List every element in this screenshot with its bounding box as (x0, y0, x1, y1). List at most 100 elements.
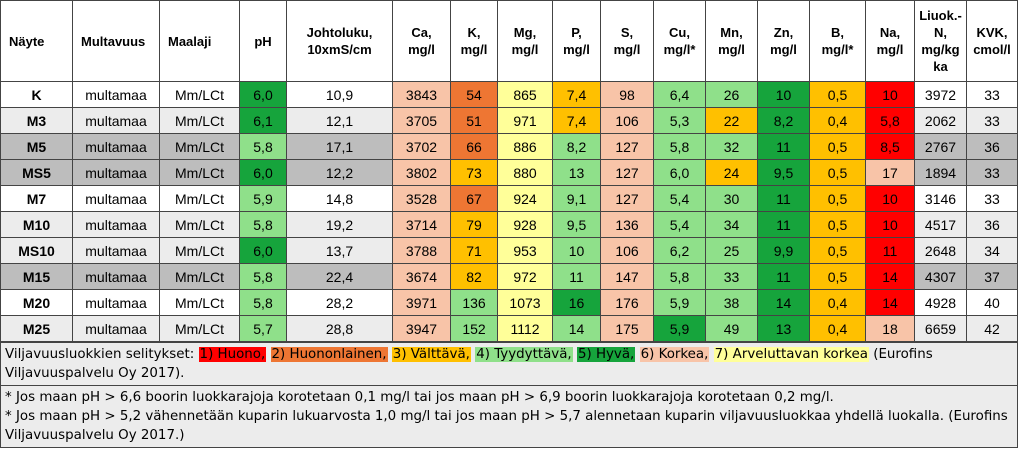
table-row: MS5 multamaa Mm/LCt 6,0 12,2 3802 73 880 13 127 6,… (0, 159, 1018, 186)
value-cell: Mm/LCt (159, 263, 240, 290)
value-cell: 82 (450, 263, 498, 290)
value-cell: 18 (865, 315, 915, 342)
value-cell: 3674 (392, 263, 451, 290)
value-cell: 136 (600, 211, 654, 238)
legend-class-2: 2) Huononlainen, (270, 347, 388, 362)
column-header: Näyte (0, 0, 73, 82)
value-cell: 71 (450, 237, 498, 264)
value-cell: multamaa (72, 107, 160, 134)
table-row: M20 multamaa Mm/LCt 5,8 28,2 3971 136 1073 16 176… (0, 289, 1018, 316)
value-cell: 33 (966, 185, 1018, 212)
value-cell: 12,2 (286, 159, 393, 186)
value-cell: Mm/LCt (159, 81, 240, 108)
value-cell: 0,4 (809, 289, 866, 316)
value-cell: 5,8 (239, 211, 287, 238)
legend-class-4: 4) Tyydyttävä, (475, 347, 573, 362)
column-header: Ca, mg/l (392, 0, 451, 82)
value-cell: 30 (705, 185, 758, 212)
value-cell: 10 (552, 237, 601, 264)
value-cell: 8,2 (757, 107, 810, 134)
value-cell: 13 (552, 159, 601, 186)
value-cell: 0,4 (809, 315, 866, 342)
value-cell: 5,9 (653, 289, 706, 316)
value-cell: 0,4 (809, 107, 866, 134)
value-cell: 136 (450, 289, 498, 316)
sample-cell: M5 (0, 133, 73, 160)
value-cell: 49 (705, 315, 758, 342)
value-cell: 36 (966, 211, 1018, 238)
value-cell: 3528 (392, 185, 451, 212)
value-cell: Mm/LCt (159, 159, 240, 186)
sample-cell: MS5 (0, 159, 73, 186)
value-cell: 26 (705, 81, 758, 108)
legend-class-1: 1) Huono, (198, 347, 267, 362)
value-cell: multamaa (72, 185, 160, 212)
value-cell: 147 (600, 263, 654, 290)
value-cell: 38 (705, 289, 758, 316)
table-row: MS10 multamaa Mm/LCt 6,0 13,7 3788 71 953 10 106 6… (0, 237, 1018, 264)
footnotes-box: * Jos maan pH > 6,6 boorin luokkarajoja … (1, 385, 1017, 447)
value-cell: 6,4 (653, 81, 706, 108)
value-cell: 14 (865, 263, 915, 290)
legend-suffix: (Eurofins Viljavuuspalvelu Oy 2017). (5, 347, 933, 381)
legend-class-5: 5) Hyvä, (576, 347, 636, 362)
value-cell: 3146 (914, 185, 967, 212)
value-cell: 972 (497, 263, 553, 290)
value-cell: 5,3 (653, 107, 706, 134)
column-header: K, mg/l (450, 0, 498, 82)
value-cell: 5,8 (653, 133, 706, 160)
column-header: Mn, mg/l (705, 0, 758, 82)
value-cell: 14 (757, 289, 810, 316)
column-header: Multavuus (72, 0, 160, 82)
value-cell: 152 (450, 315, 498, 342)
column-header: Na, mg/l (865, 0, 915, 82)
value-cell: 17,1 (286, 133, 393, 160)
value-cell: multamaa (72, 159, 160, 186)
value-cell: 5,7 (239, 315, 287, 342)
column-header: Cu, mg/l* (653, 0, 706, 82)
value-cell: Mm/LCt (159, 107, 240, 134)
value-cell: 73 (450, 159, 498, 186)
value-cell: 5,9 (239, 185, 287, 212)
value-cell: 0,5 (809, 185, 866, 212)
value-cell: 11 (865, 237, 915, 264)
value-cell: 8,2 (552, 133, 601, 160)
legend-items: 1) Huono, 2) Huononlainen, 3) Välttävä, … (198, 347, 869, 362)
value-cell: 0,5 (809, 237, 866, 264)
value-cell: Mm/LCt (159, 315, 240, 342)
sample-cell: M15 (0, 263, 73, 290)
value-cell: 7,4 (552, 81, 601, 108)
value-cell: 54 (450, 81, 498, 108)
value-cell: multamaa (72, 315, 160, 342)
value-cell: 6,1 (239, 107, 287, 134)
table-header-row: Näyte Multavuus Maalaji pH Johtoluku, 10xmS/c… (0, 0, 1018, 82)
value-cell: 928 (497, 211, 553, 238)
table-row: M5 multamaa Mm/LCt 5,8 17,1 3702 66 886 8,2 127 5,… (0, 133, 1018, 160)
value-cell: 4517 (914, 211, 967, 238)
value-cell: 19,2 (286, 211, 393, 238)
value-cell: 33 (966, 159, 1018, 186)
value-cell: 11 (757, 185, 810, 212)
value-cell: 14,8 (286, 185, 393, 212)
value-cell: 3714 (392, 211, 451, 238)
table-row: M15 multamaa Mm/LCt 5,8 22,4 3674 82 972 11 147 5,… (0, 263, 1018, 290)
value-cell: 1073 (497, 289, 553, 316)
legend-box: Viljavuusluokkien selitykset: 1) Huono, … (1, 342, 1017, 385)
value-cell: 9,1 (552, 185, 601, 212)
value-cell: 3702 (392, 133, 451, 160)
value-cell: 10,9 (286, 81, 393, 108)
value-cell: 886 (497, 133, 553, 160)
value-cell: 14 (552, 315, 601, 342)
value-cell: 127 (600, 185, 654, 212)
notes-section: Viljavuusluokkien selitykset: 1) Huono, … (0, 342, 1018, 448)
column-header: pH (239, 0, 287, 82)
legend-class-7: 7) Arveluttavan korkea (713, 347, 869, 362)
value-cell: 9,5 (552, 211, 601, 238)
value-cell: 0,5 (809, 81, 866, 108)
value-cell: 98 (600, 81, 654, 108)
column-header: Zn, mg/l (757, 0, 810, 82)
value-cell: 11 (757, 211, 810, 238)
column-header: S, mg/l (600, 0, 654, 82)
